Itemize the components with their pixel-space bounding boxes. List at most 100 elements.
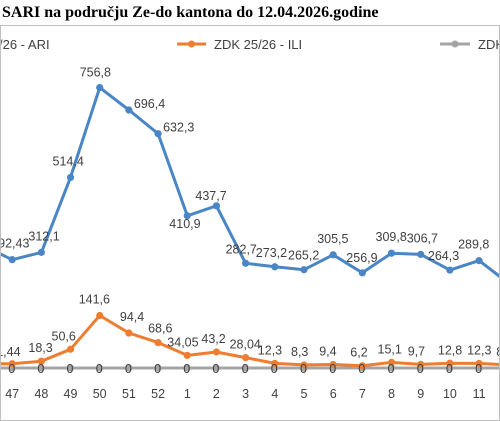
data-point xyxy=(8,360,16,368)
x-tick-label: 9 xyxy=(417,387,424,401)
legend-label: /26 - ARI xyxy=(0,37,50,52)
data-point xyxy=(96,311,104,320)
data-point xyxy=(387,358,396,367)
data-label: 0 xyxy=(183,362,190,376)
data-label: 410,9 xyxy=(169,217,200,231)
x-tick-label: 52 xyxy=(151,387,165,401)
data-point xyxy=(154,364,162,372)
data-point xyxy=(417,250,425,258)
data-point xyxy=(300,361,308,369)
chart-title: SARI na području Ze-do kantona do 12.04.… xyxy=(2,4,379,21)
data-point xyxy=(329,360,337,369)
data-point xyxy=(37,248,45,256)
data-label: 94,4 xyxy=(120,310,144,324)
data-labels-zdk: 0000000000000000000 xyxy=(8,362,482,376)
data-point xyxy=(66,345,75,353)
data-label: 12,8 xyxy=(438,343,462,357)
data-label: 0 xyxy=(242,362,249,376)
data-point xyxy=(475,359,483,368)
data-point xyxy=(358,269,366,277)
x-tick-label: 10 xyxy=(443,387,457,401)
data-label: 256,9 xyxy=(346,251,377,265)
data-label: 0 xyxy=(212,362,219,376)
chart-frame xyxy=(0,25,500,421)
data-label: 0 xyxy=(475,362,482,376)
x-tick-label: 2 xyxy=(213,387,220,401)
data-point xyxy=(446,359,454,367)
data-label: 0 xyxy=(446,362,453,376)
data-point xyxy=(271,263,279,271)
legend-item-zdk-25-26-ili: ZDK 25/26 - ILI xyxy=(177,37,302,52)
x-tick-label: 51 xyxy=(122,387,136,401)
data-label: 309,8 xyxy=(376,230,407,244)
data-point xyxy=(446,266,454,274)
data-label: 0 xyxy=(388,362,395,376)
data-label: 696,4 xyxy=(134,97,165,111)
x-tick-label: 5 xyxy=(301,387,308,401)
data-label: 34,05 xyxy=(167,335,198,349)
x-tick-label: 8 xyxy=(388,387,395,401)
data-label: 15,1 xyxy=(378,342,402,356)
x-tick-label: 49 xyxy=(64,387,78,401)
data-label: 312,1 xyxy=(28,229,59,243)
data-point xyxy=(387,249,396,257)
data-label: 756,8 xyxy=(80,66,111,80)
data-point xyxy=(183,212,191,220)
data-label: 0 xyxy=(8,362,15,376)
data-label: 0 xyxy=(271,362,278,376)
data-label: 0 xyxy=(417,362,424,376)
data-point xyxy=(37,357,45,365)
data-label: 305,5 xyxy=(317,232,348,246)
data-label: 0 xyxy=(125,362,132,376)
x-tick-label: 4 xyxy=(271,387,278,401)
data-point xyxy=(125,364,133,372)
x-tick-label: 6 xyxy=(330,387,337,401)
series-zdk-25-26-ili xyxy=(0,311,500,370)
legend-label: ZDK 25/26 - ILI xyxy=(214,37,302,52)
data-label: 28,04 xyxy=(230,338,261,352)
data-label: 289,8 xyxy=(458,238,489,252)
data-point xyxy=(37,364,45,372)
data-point xyxy=(417,360,425,369)
data-point xyxy=(183,364,191,372)
data-label: 6,2 xyxy=(350,346,367,360)
data-label: 0 xyxy=(300,362,307,376)
data-label: 141,6 xyxy=(79,293,110,307)
data-label: 50,6 xyxy=(52,329,76,343)
data-label: 11,44 xyxy=(0,345,21,359)
data-point xyxy=(271,359,279,368)
data-point xyxy=(8,256,16,264)
data-point xyxy=(154,130,162,138)
data-label: 0 xyxy=(67,362,74,376)
x-tick-label: 47 xyxy=(5,387,19,401)
data-label: 8,3 xyxy=(291,345,308,359)
data-point xyxy=(212,364,221,372)
data-label: 12,3 xyxy=(258,343,282,357)
legend-marker xyxy=(188,40,195,48)
data-label: 18,3 xyxy=(28,341,52,355)
data-label: 0 xyxy=(358,362,365,376)
legend-item-zdk-25-26-ari: /26 - ARI xyxy=(0,37,50,52)
data-label: 9,7 xyxy=(408,344,425,358)
data-point xyxy=(96,364,104,372)
data-label: 306,7 xyxy=(407,231,438,245)
x-tick-label: 50 xyxy=(93,387,107,401)
data-labels-zdk-25-26-ili: 111,4418,350,6141,694,468,634,0543,228,0… xyxy=(0,293,500,360)
series-zdk-25-26-ari xyxy=(0,84,500,279)
data-label: 0 xyxy=(37,362,44,376)
data-point xyxy=(300,266,308,274)
data-point xyxy=(387,364,396,372)
data-point xyxy=(242,259,250,267)
data-label: 273,2 xyxy=(256,246,287,260)
data-point xyxy=(358,362,366,370)
data-point xyxy=(183,351,191,359)
data-point xyxy=(66,364,75,372)
data-label: 68,6 xyxy=(148,322,172,336)
x-tick-label: 3 xyxy=(242,387,249,401)
data-label: 265,2 xyxy=(288,249,319,263)
data-label: 0 xyxy=(96,362,103,376)
data-point xyxy=(96,84,104,92)
data-label: 43,2 xyxy=(201,332,225,346)
legend-item-zdk: ZDK xyxy=(440,37,500,52)
